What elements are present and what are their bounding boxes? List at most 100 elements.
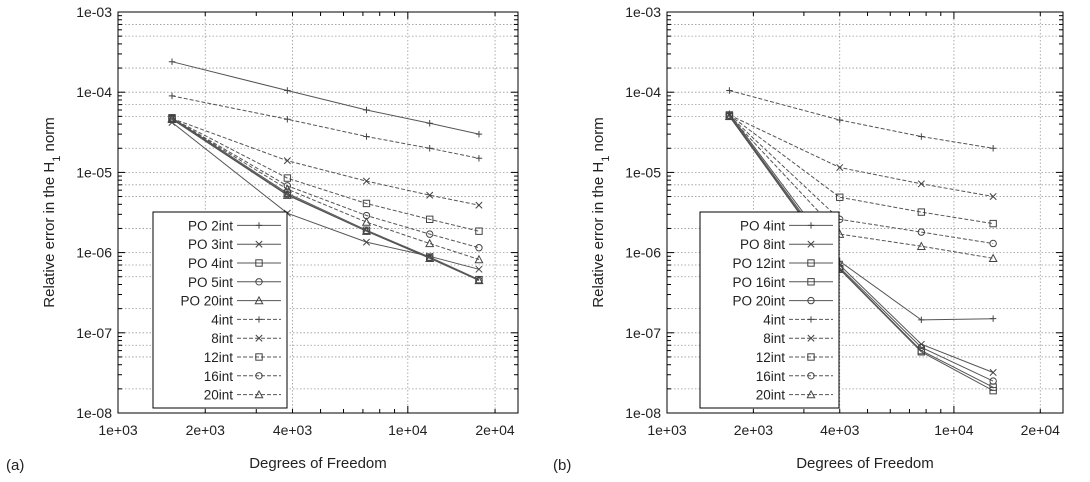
data-point: [475, 130, 483, 138]
data-point: [475, 201, 483, 209]
y-tick-label: 1e-06: [625, 245, 661, 261]
y-tick-label: 1e-08: [76, 405, 112, 421]
y-tick-label: 1e-05: [76, 164, 112, 180]
data-point: [426, 230, 434, 238]
data-point: [426, 215, 434, 224]
legend-marker: [807, 222, 815, 229]
data-point: [167, 113, 177, 123]
x-tick-label: 2e+03: [186, 422, 226, 438]
legend-label: PO 20int: [180, 294, 233, 309]
legend-marker: [255, 240, 263, 248]
legend-marker: [807, 259, 815, 267]
legend-label: PO 20int: [732, 294, 785, 309]
legend-label: PO 4int: [188, 256, 233, 271]
data-point: [361, 226, 371, 235]
data-point: [989, 315, 997, 322]
legend-label: PO 2int: [188, 218, 233, 233]
legend-marker: [807, 372, 815, 380]
data-point: [836, 116, 843, 124]
legend-marker: [806, 389, 816, 399]
series-group: [167, 58, 484, 285]
legend-marker: [255, 222, 263, 229]
data-point: [989, 368, 997, 377]
data-point: [916, 241, 926, 250]
data-point: [284, 116, 291, 123]
plot-frame: [666, 11, 1064, 414]
legend-label: 20int: [756, 388, 786, 403]
legend: PO 2int PO 3int PO 4int PO 5int PO 20int 4int…: [152, 211, 288, 409]
data-point: [425, 253, 435, 262]
legend-marker: [807, 353, 815, 361]
x-tick-label: 4e+03: [273, 422, 313, 438]
data-point: [989, 377, 997, 385]
x-tick-label: 1e+03: [647, 422, 687, 438]
legend-marker: [807, 316, 815, 323]
x-tick-label: 1e+04: [934, 422, 974, 438]
y-tick-label: 1e-03: [76, 4, 112, 20]
x-axis-label: Degrees of Freedom: [249, 455, 387, 472]
legend-marker: [807, 278, 815, 286]
legend-label: 4int: [211, 312, 233, 327]
y-tick-label: 1e-07: [625, 325, 661, 341]
legend-marker: [807, 334, 815, 342]
x-tick-label: 1e+03: [98, 422, 138, 438]
data-point: [168, 92, 176, 100]
y-tick-label: 1e-08: [625, 405, 661, 421]
data-point: [836, 163, 844, 172]
series-line: [171, 117, 480, 281]
series-line: [729, 114, 994, 197]
data-point: [282, 184, 292, 193]
y-tick-label: 1e-05: [625, 164, 661, 180]
data-point: [989, 145, 997, 152]
legend-marker: [255, 278, 263, 286]
legend-marker: [807, 240, 815, 248]
legend-marker: [255, 259, 263, 267]
legend-marker: [255, 316, 263, 323]
legend-label: 16int: [204, 369, 234, 384]
legend-label: 8int: [763, 331, 785, 346]
data-point: [283, 174, 292, 182]
series-line: [171, 118, 480, 232]
data-point: [283, 157, 291, 165]
series-line: [729, 115, 994, 259]
legend-label: PO 5int: [188, 275, 233, 290]
series-line: [728, 115, 994, 382]
y-axis-label: Relative error in the H1 norm: [41, 117, 63, 307]
data-point: [362, 177, 371, 185]
series-line: [729, 114, 994, 225]
data-point: [474, 254, 484, 264]
x-tick-label: 2e+04: [475, 422, 515, 438]
data-point: [363, 106, 370, 114]
y-tick-label: 1e-07: [76, 325, 112, 341]
legend-marker: [254, 295, 264, 305]
data-point: [475, 227, 483, 235]
series-line: [729, 90, 994, 149]
legend-marker: [255, 334, 263, 342]
legend-label: PO 4int: [740, 218, 785, 233]
legend-label: 12int: [756, 350, 786, 365]
data-point: [425, 238, 435, 248]
data-point: [361, 217, 371, 226]
legend-label: 16int: [756, 369, 786, 384]
plot-frame: [117, 11, 519, 414]
legend-label: PO 16int: [732, 275, 785, 290]
data-point: [988, 253, 998, 262]
chart-panel-b: 1e-08 1e-07 1e-06 1e-05 1e-04 1e-03 1e+03 2e+03…: [553, 4, 1064, 474]
data-point: [836, 193, 844, 201]
y-tick-label: 1e-03: [625, 4, 661, 20]
legend-marker: [807, 296, 815, 305]
data-point: [426, 145, 433, 152]
data-point: [363, 133, 370, 140]
legend-label: PO 3int: [188, 237, 233, 252]
data-point: [917, 208, 926, 216]
data-point: [168, 58, 176, 65]
data-point: [475, 155, 483, 162]
panel-label: (b): [553, 457, 571, 474]
series-line: [728, 114, 994, 373]
y-tick-label: 1e-04: [625, 84, 661, 100]
series-group: [724, 87, 998, 395]
data-point: [989, 192, 997, 201]
y-tick-label: 1e-04: [76, 84, 112, 100]
x-tick-label: 2e+04: [1021, 422, 1061, 438]
